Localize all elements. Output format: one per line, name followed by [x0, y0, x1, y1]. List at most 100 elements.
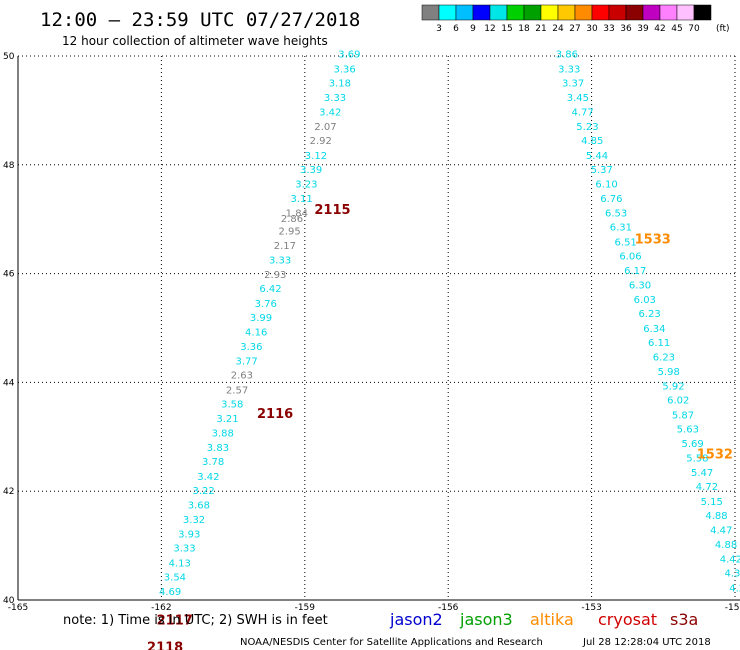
pass-number-label: 1533: [635, 233, 671, 248]
wave-height-value: 3.93: [178, 529, 200, 540]
color-scale-swatch: [438, 4, 457, 21]
wave-height-value: 4.25: [729, 583, 740, 594]
wave-height-value: 4.16: [245, 328, 267, 339]
wave-height-value: 6.23: [638, 309, 660, 320]
wave-height-value: 3.68: [188, 501, 210, 512]
wave-height-value: 5.37: [591, 165, 613, 176]
satellite-legend-altika: altika: [530, 610, 574, 629]
wave-height-value: 4.88: [705, 511, 727, 522]
x-tick-label: -165: [8, 603, 28, 613]
color-scale-swatch: [557, 4, 576, 21]
satellite-legend: jason2 jason3 altika cryosat s3a: [389, 610, 698, 629]
wave-height-value: 3.77: [235, 356, 257, 367]
grid-lines: [18, 55, 736, 600]
wave-height-value: 5.23: [576, 122, 598, 133]
y-tick-label: 40: [3, 596, 15, 606]
color-scale-swatch: [455, 4, 474, 21]
wave-height-value: 3.11: [290, 194, 312, 205]
pass-number-label: 2117: [157, 613, 193, 628]
wave-height-value: 6.30: [629, 280, 651, 291]
wave-height-value: 3.42: [319, 107, 341, 118]
wave-height-value: 2.93: [264, 270, 286, 281]
y-tick-label: 42: [3, 487, 14, 497]
color-scale-swatch: [693, 4, 712, 21]
wave-height-value: 5.58: [686, 453, 708, 464]
color-scale-label: 3: [436, 24, 442, 34]
wave-height-value: 3.54: [164, 572, 186, 583]
wave-height-value: 3.88: [212, 428, 234, 439]
color-scale-swatch: [659, 4, 678, 21]
wave-height-value: 3.37: [562, 78, 584, 89]
color-scale-legend: 3 6 9 12 15 18 21 24 27 30 33 36 39 42 45 70 (ft): [421, 4, 730, 34]
satellite-legend-cryosat: cryosat: [598, 610, 657, 629]
pass-number-label: 2116: [257, 407, 293, 422]
wave-height-value: 3.45: [567, 93, 589, 104]
wave-height-value: 6.10: [595, 180, 617, 191]
wave-height-value: 6.02: [667, 396, 689, 407]
wave-height-value: 1.84: [286, 208, 308, 219]
color-scale-swatch: [676, 4, 695, 21]
pass-number-label: 1532: [697, 448, 733, 463]
wave-height-value: 6.03: [634, 295, 656, 306]
color-scale-label: 30: [586, 24, 598, 34]
color-scale-label: 15: [501, 24, 512, 34]
color-scale-unit: (ft): [716, 24, 730, 34]
wave-height-value: 2.86: [281, 214, 303, 225]
wave-height-value: 6.34: [643, 324, 665, 335]
wave-height-value: 5.92: [662, 381, 684, 392]
y-tick-label: 48: [3, 161, 15, 171]
wave-height-value: 2.92: [310, 136, 332, 147]
wave-height-value: 6.06: [619, 251, 641, 262]
wave-height-value: 3.42: [197, 472, 219, 483]
satellite-legend-jason2: jason2: [389, 610, 443, 629]
wave-height-value: 3.36: [240, 342, 262, 353]
pass-number-label: 2118: [147, 641, 183, 650]
color-scale-label: 21: [535, 24, 546, 34]
wave-height-value: 5.44: [586, 151, 608, 162]
wave-height-value: 3.23: [295, 180, 317, 191]
wave-height-value: 5.87: [672, 410, 694, 421]
plot-area: [17, 56, 740, 601]
wave-height-value: 4.77: [572, 107, 594, 118]
wave-height-value: 5.98: [658, 367, 680, 378]
wave-height-value: 4.13: [169, 558, 191, 569]
footer-note: note: 1) Time is in UTC; 2) SWH is in fe…: [63, 613, 328, 628]
color-scale-swatch: [489, 4, 508, 21]
y-tick-label: 50: [3, 52, 15, 62]
color-scale-label: 18: [518, 24, 530, 34]
wave-height-value: 3.78: [202, 457, 224, 468]
satellite-legend-jason3: jason3: [459, 610, 513, 629]
wave-height-value: 6.17: [624, 266, 646, 277]
wave-height-value: 3.86: [556, 50, 578, 61]
wave-height-value: 4.88: [715, 540, 737, 551]
color-scale-swatch: [506, 4, 525, 21]
x-tick-label: -159: [295, 603, 316, 613]
wave-height-value: 3.18: [329, 78, 351, 89]
wave-height-value: 4.85: [581, 136, 603, 147]
axis-ticks: -165 -162 -159 -156 -153 -150 40 42 44 46 48 50: [3, 52, 740, 613]
x-tick-label: -156: [438, 603, 459, 613]
color-scale-label: 12: [484, 24, 495, 34]
wave-height-value: 6.42: [259, 284, 281, 295]
wave-height-value: 2.57: [226, 385, 248, 396]
wave-height-value: 6.31: [610, 223, 632, 234]
pass-number-label: 2115: [314, 203, 350, 218]
wave-height-value: 3.39: [300, 165, 322, 176]
chart-title: 12:00 – 23:59 UTC 07/27/2018: [40, 9, 360, 31]
color-scale-swatch: [591, 4, 610, 21]
color-scale-label: 36: [620, 24, 632, 34]
wave-height-value: 3.32: [183, 515, 205, 526]
wave-height-value: 6.53: [605, 208, 627, 219]
x-tick-label: -153: [581, 603, 601, 613]
wave-height-value: 3.22: [192, 486, 214, 497]
wave-height-value: 3.99: [250, 313, 272, 324]
footer-credit: NOAA/NESDIS Center for Satellite Applica…: [240, 637, 543, 648]
wave-height-value: 6.11: [648, 338, 670, 349]
wave-height-value: 3.83: [207, 443, 229, 454]
wave-height-value: 3.12: [305, 151, 327, 162]
chart-subtitle: 12 hour collection of altimeter wave hei…: [62, 34, 328, 48]
color-scale-label: 24: [552, 24, 564, 34]
wave-height-value: 5.47: [691, 468, 713, 479]
wave-height-value: 5.15: [701, 497, 723, 508]
wave-height-value: 2.17: [274, 241, 296, 252]
